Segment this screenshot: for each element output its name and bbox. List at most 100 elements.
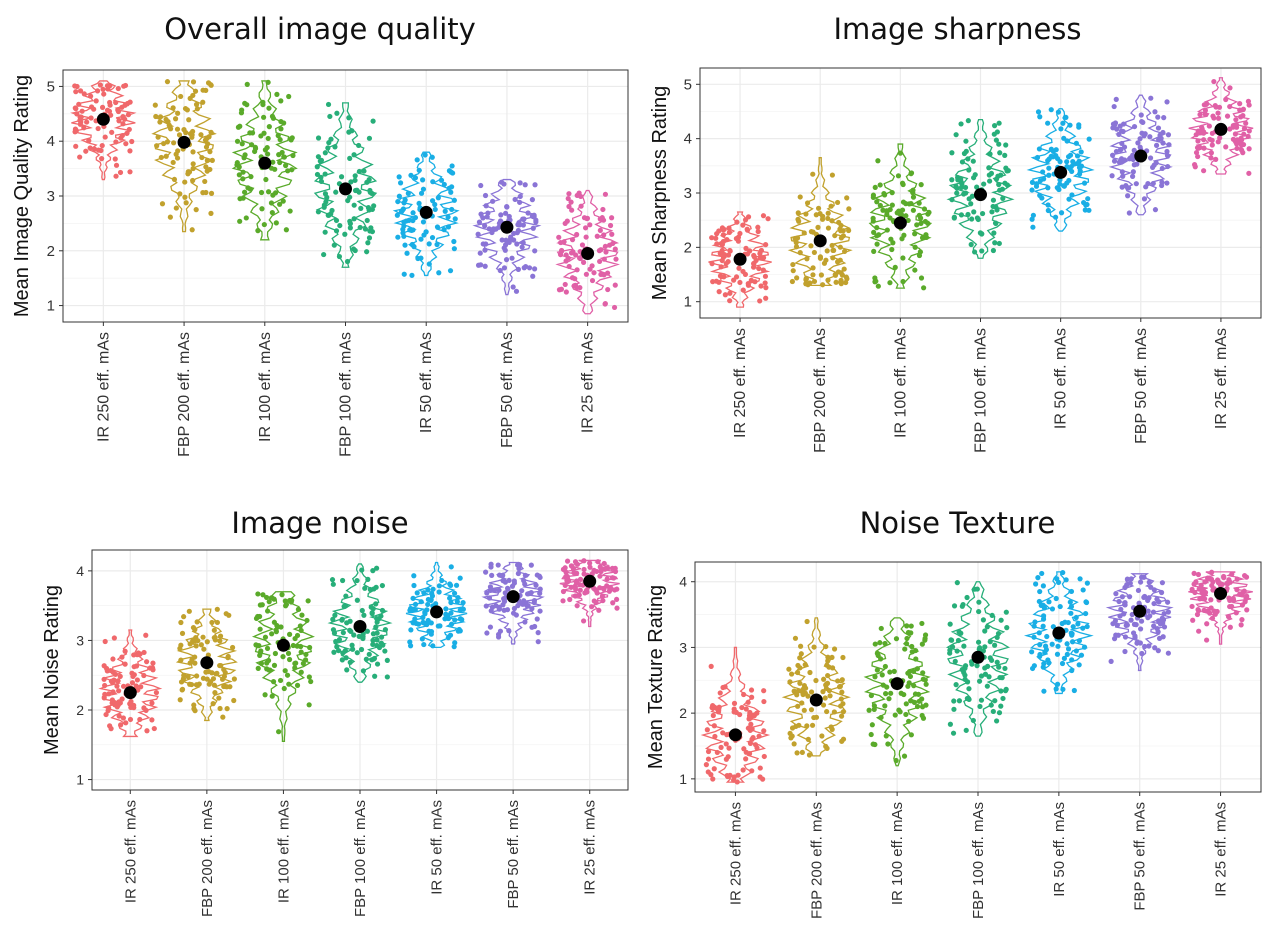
data-point (1209, 615, 1216, 621)
data-point (261, 114, 267, 120)
data-point (1114, 622, 1120, 628)
data-point (455, 594, 461, 601)
data-point (501, 607, 507, 613)
data-point (970, 158, 976, 164)
data-point (264, 608, 271, 614)
data-point (1002, 665, 1008, 672)
data-point (986, 674, 992, 680)
data-point (872, 641, 878, 647)
data-point (992, 642, 998, 648)
data-point (1122, 634, 1129, 640)
data-point (425, 601, 431, 608)
data-point (275, 133, 281, 139)
data-point (1224, 113, 1231, 119)
data-point (954, 190, 960, 196)
data-point (126, 126, 132, 133)
data-point (919, 235, 926, 241)
data-point (190, 177, 196, 184)
data-point (420, 619, 426, 625)
data-point (351, 202, 357, 208)
data-point (204, 639, 210, 645)
data-point (1201, 145, 1207, 151)
data-point (1238, 622, 1244, 628)
data-point (537, 586, 543, 592)
data-point (1057, 159, 1063, 165)
data-point (1036, 598, 1042, 605)
data-point (884, 684, 890, 690)
data-point (200, 87, 206, 93)
data-point (874, 241, 880, 247)
data-point (587, 560, 593, 566)
points-group (1029, 569, 1090, 694)
data-point (601, 232, 607, 238)
data-point (953, 132, 959, 138)
data-point (352, 177, 358, 183)
data-point (110, 669, 116, 675)
data-point (193, 643, 199, 649)
data-point (420, 177, 426, 183)
data-point (439, 577, 445, 584)
data-point (1141, 196, 1148, 202)
data-point (591, 270, 597, 276)
data-point (503, 210, 509, 216)
data-point (1141, 133, 1147, 139)
data-point (173, 151, 179, 157)
data-point (115, 107, 121, 113)
data-point (916, 200, 922, 206)
data-point (1196, 586, 1202, 592)
data-point (1165, 650, 1171, 656)
data-point (804, 723, 810, 729)
data-point (604, 583, 610, 589)
data-point (152, 102, 158, 108)
data-point (1002, 152, 1008, 158)
data-point (908, 732, 914, 738)
data-point (257, 626, 263, 632)
data-point (908, 170, 915, 176)
x-tick-label: FBP 50 eff. mAs (499, 332, 516, 448)
data-point (113, 173, 119, 179)
data-point (283, 162, 289, 169)
data-point (600, 206, 606, 213)
data-point (601, 560, 607, 567)
data-point (601, 256, 607, 262)
data-point (211, 635, 217, 641)
data-point (438, 177, 445, 183)
data-point (1195, 571, 1202, 578)
data-point (272, 650, 278, 657)
data-point (202, 178, 208, 185)
data-point (364, 628, 370, 634)
data-point (1041, 613, 1047, 619)
data-point (486, 226, 492, 232)
data-point (755, 224, 761, 230)
data-point (748, 721, 754, 727)
y-tick-label: 3 (76, 632, 84, 648)
data-point (797, 665, 803, 671)
data-point (1215, 110, 1221, 116)
data-point (322, 150, 328, 156)
data-point (370, 568, 376, 574)
data-point (990, 203, 996, 210)
data-point (445, 214, 451, 220)
data-point (382, 648, 388, 654)
data-point (101, 91, 107, 97)
data-point (206, 134, 212, 140)
data-point (580, 618, 587, 624)
data-point (913, 656, 919, 662)
data-point (726, 225, 732, 231)
data-point (437, 623, 443, 629)
data-point (614, 605, 620, 611)
data-point (502, 590, 508, 596)
data-point (966, 696, 972, 703)
data-point (429, 234, 436, 241)
data-point (746, 716, 752, 722)
data-point (809, 722, 816, 728)
data-point (821, 676, 827, 682)
y-tick-label: 5 (684, 76, 692, 93)
data-point (1155, 114, 1161, 120)
data-point (1120, 128, 1126, 135)
data-point (238, 110, 245, 116)
data-point (117, 169, 124, 176)
data-point (912, 267, 918, 273)
mean-point (728, 728, 742, 742)
data-point (203, 669, 209, 675)
